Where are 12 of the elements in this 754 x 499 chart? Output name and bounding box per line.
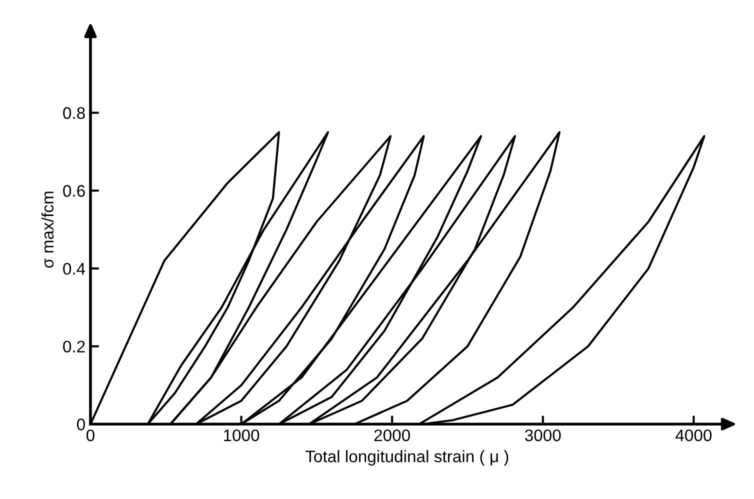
y-tick-label: 0.8 xyxy=(63,107,85,119)
y-axis-title: σ max/fcm xyxy=(41,192,54,268)
y-tick-label: 0.2 xyxy=(63,340,85,353)
x-axis-title: Total longitudinal strain ( μ ) xyxy=(305,450,508,466)
x-tick-label: 3000 xyxy=(524,429,561,442)
y-tick-label: 0.6 xyxy=(63,185,85,197)
x-tick-label: 4000 xyxy=(676,429,712,442)
y-tick-label: 0 xyxy=(77,418,85,430)
x-tick-label: 2000 xyxy=(374,429,410,442)
y-tick-label: 0.4 xyxy=(63,262,86,275)
x-tick-label: 0 xyxy=(86,429,94,442)
x-tick-label: 1000 xyxy=(224,429,260,442)
